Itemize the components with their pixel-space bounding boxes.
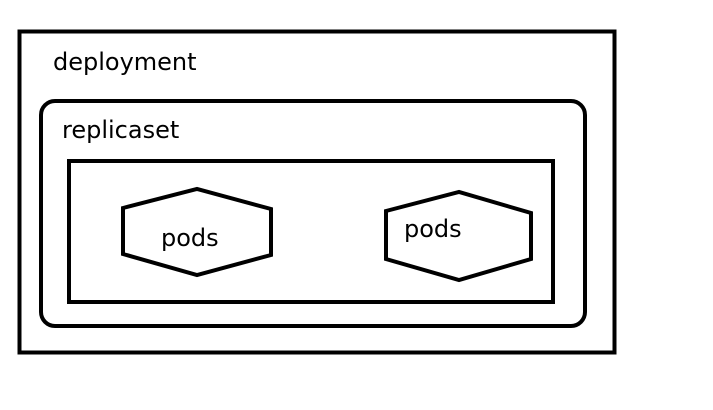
pods-container-box xyxy=(67,159,555,304)
pod-hexagon-1 xyxy=(121,186,273,278)
replicaset-label: replicaset xyxy=(62,116,179,144)
pod-label-2: pods xyxy=(404,215,462,243)
pod-hexagon-2 xyxy=(384,189,533,283)
pod-label-1: pods xyxy=(161,224,219,252)
replicaset-box xyxy=(39,99,587,328)
deployment-label: deployment xyxy=(53,48,197,76)
deployment-box xyxy=(17,29,617,355)
